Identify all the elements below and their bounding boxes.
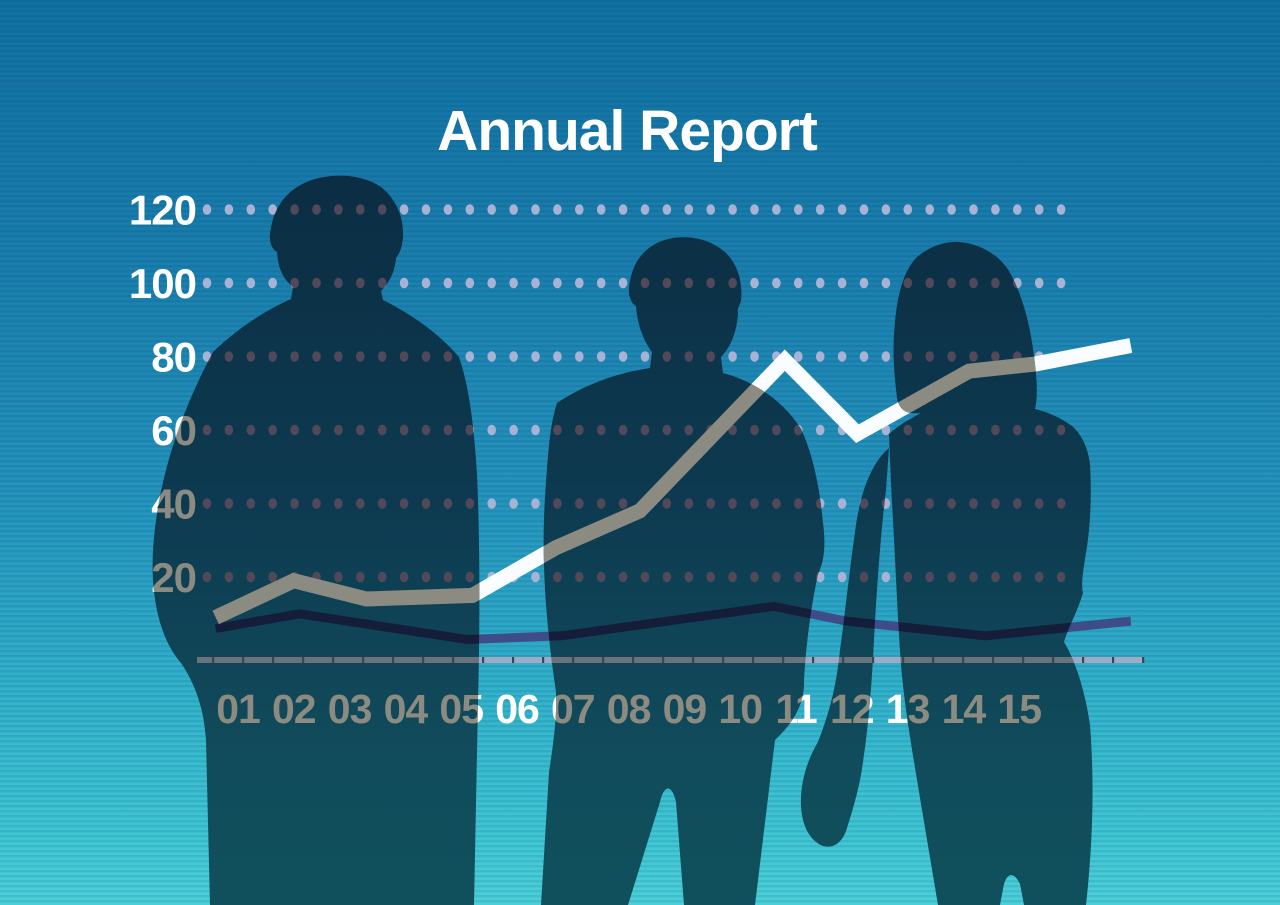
x-tick-label: 06	[495, 686, 539, 732]
x-tick-label: 09	[663, 686, 707, 732]
x-tick-label: 15	[997, 686, 1041, 732]
y-tick-label: 120	[129, 187, 196, 234]
x-tick-label: 12	[830, 686, 874, 732]
x-tick-label: 07	[551, 686, 595, 732]
axis-tick	[1142, 657, 1145, 663]
axis-tick	[452, 657, 455, 663]
y-tick-label: 40	[151, 481, 196, 528]
x-tick-label: 01	[216, 686, 260, 732]
x-tick-label: 06	[495, 686, 539, 732]
axis-tick	[212, 657, 215, 663]
y-tick-label: 100	[129, 260, 196, 307]
x-axis-labels: 01 02 03 04 05 06 07 08 09 10 11 12 13 14 15	[216, 686, 1042, 732]
x-tick-label: 14	[942, 686, 987, 732]
axis-tick	[302, 657, 305, 663]
x-tick-label: 09	[663, 686, 707, 732]
y-tick-label: 80	[151, 334, 196, 381]
axis-tick	[842, 657, 845, 663]
x-tick-label: 08	[607, 686, 651, 732]
axis-tick	[1112, 657, 1115, 663]
axis-tick	[692, 657, 695, 663]
axis-tick	[272, 657, 275, 663]
axis-tick	[782, 657, 785, 663]
gridline-dots	[202, 204, 1066, 583]
axis-tick	[932, 657, 935, 663]
axis-tick	[332, 657, 335, 663]
axis-tick	[572, 657, 575, 663]
x-tick-label: 04	[384, 686, 429, 732]
y-tick-label: 60	[151, 407, 196, 454]
axis-tick	[542, 657, 545, 663]
x-tick-label: 08	[607, 686, 651, 732]
x-tick-label: 13	[886, 686, 930, 732]
axis-tick	[422, 657, 425, 663]
x-tick-label: 07	[551, 686, 595, 732]
y-axis-labels: 120 100 80 60 40 20	[129, 187, 197, 602]
axis-tick	[962, 657, 965, 663]
axis-tick	[722, 657, 725, 663]
x-axis-labels: 01 02 03 04 05 06 07 08 09 10 11 12 13 14 15	[216, 686, 1042, 732]
x-tick-label: 10	[718, 686, 762, 732]
primary-trend-line	[212, 338, 1133, 625]
axis-tick	[512, 657, 515, 663]
x-tick-label: 13	[886, 686, 930, 732]
x-tick-label: 05	[439, 686, 483, 732]
y-tick-label: 80	[151, 334, 196, 381]
axis-tick	[812, 657, 815, 663]
chart-title: Annual Report	[437, 99, 818, 163]
y-tick-label: 20	[151, 554, 196, 601]
y-tick-label: 100	[129, 260, 196, 307]
secondary-trend-line	[214, 601, 1132, 645]
x-tick-label: 03	[328, 686, 372, 732]
x-tick-label: 11	[775, 686, 817, 732]
axis-tick	[392, 657, 395, 663]
x-tick-label: 05	[439, 686, 483, 732]
chart-layer-over-silhouettes: 120 100 80 60 40 20 01 02 03 04 05 06 07 08 09 10 11 12 13…	[129, 187, 1145, 732]
x-tick-label: 14	[942, 686, 987, 732]
axis-tick	[1022, 657, 1025, 663]
axis-tick	[1052, 657, 1055, 663]
axis-tick	[242, 657, 245, 663]
axis-tick	[872, 657, 875, 663]
y-tick-label: 120	[129, 187, 196, 234]
y-tick-label: 20	[151, 554, 196, 601]
x-tick-label: 03	[328, 686, 372, 732]
axis-tick	[602, 657, 605, 663]
x-axis-line	[197, 657, 1145, 663]
x-tick-label: 01	[216, 686, 260, 732]
x-tick-label: 15	[997, 686, 1041, 732]
y-axis-labels: 120 100 80 60 40 20	[129, 187, 197, 602]
axis-tick	[482, 657, 485, 663]
axis-tick	[752, 657, 755, 663]
axis-tick	[1082, 657, 1085, 663]
x-tick-label: 12	[830, 686, 874, 732]
y-tick-label: 60	[151, 407, 196, 454]
axis-tick	[362, 657, 365, 663]
y-tick-label: 40	[151, 481, 196, 528]
x-tick-label: 11	[775, 686, 817, 732]
axis-tick	[902, 657, 905, 663]
x-tick-label: 04	[384, 686, 429, 732]
axis-tick	[992, 657, 995, 663]
x-tick-label: 02	[272, 686, 316, 732]
axis-tick	[662, 657, 665, 663]
x-tick-label: 02	[272, 686, 316, 732]
axis-tick	[632, 657, 635, 663]
x-tick-label: 10	[718, 686, 762, 732]
